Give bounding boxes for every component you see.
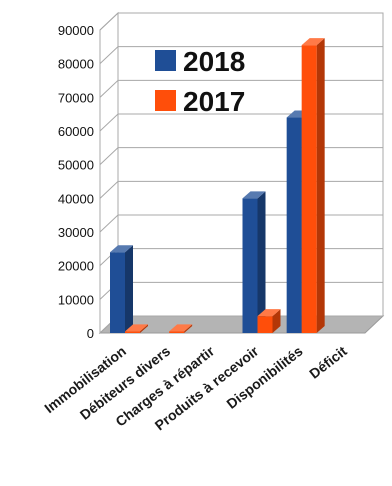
y-tick-label: 90000 [58, 23, 94, 38]
bar-2017-0 [125, 324, 148, 333]
legend-swatch-2018 [155, 50, 176, 71]
y-tick-label: 20000 [58, 259, 94, 274]
y-tick-label: 40000 [58, 191, 94, 206]
bar-2017-1 [169, 324, 193, 333]
x-category-label: Disponibilités [223, 343, 305, 412]
gridline [99, 12, 383, 31]
y-axis-tick-labels: 0 10000 20000 30000 40000 50000 60000 70000 8000… [58, 23, 94, 341]
legend-label-2017: 2017 [183, 86, 245, 117]
y-tick-label: 60000 [58, 124, 94, 139]
y-tick-label: 10000 [58, 292, 94, 307]
bar-2017-4 [301, 38, 325, 334]
legend: 2018 2017 [155, 46, 245, 117]
y-tick-label: 0 [87, 326, 94, 341]
bar-2017-3 [257, 309, 281, 333]
y-tick-label: 30000 [58, 225, 94, 240]
y-tick-label: 50000 [58, 158, 94, 173]
legend-label-2018: 2018 [183, 46, 245, 77]
gridline [99, 79, 383, 98]
y-tick-label: 70000 [58, 90, 94, 105]
gridline [99, 46, 383, 65]
y-tick-label: 80000 [58, 57, 94, 72]
bar-2018-0 [110, 245, 133, 333]
bar-2018-3 [242, 191, 266, 333]
legend-swatch-2017 [155, 90, 176, 111]
bars [110, 38, 325, 334]
x-category-label: Déficit [306, 343, 350, 382]
